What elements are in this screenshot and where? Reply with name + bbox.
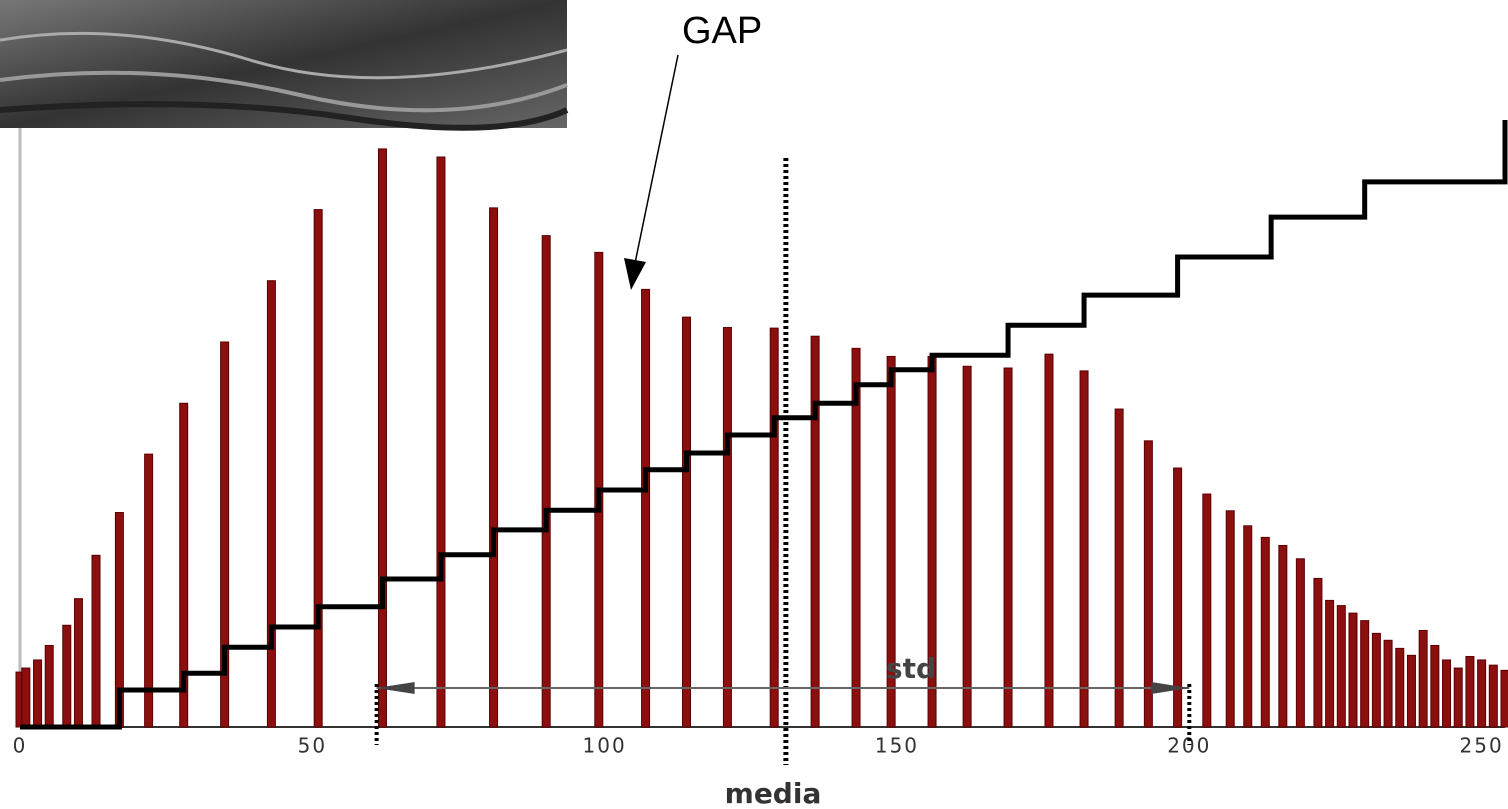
bar	[1313, 577, 1323, 728]
bar	[851, 347, 861, 728]
bar	[1406, 654, 1416, 728]
x-axis-title: media	[725, 777, 822, 809]
bar	[220, 341, 230, 728]
bar	[1395, 647, 1405, 728]
bar	[962, 365, 972, 728]
bar	[886, 355, 896, 728]
x-tick-label: 150	[875, 734, 919, 758]
bar	[1295, 558, 1305, 728]
bar	[1500, 669, 1508, 728]
bar	[91, 554, 101, 728]
bar	[266, 280, 276, 728]
bar	[1336, 605, 1346, 728]
bar	[179, 402, 189, 728]
bar	[73, 598, 83, 728]
bar	[1202, 493, 1212, 728]
bar	[1477, 659, 1487, 728]
bar	[1225, 510, 1235, 728]
bar	[436, 156, 446, 728]
bar	[1143, 440, 1153, 728]
bar	[769, 327, 779, 728]
bar	[1173, 467, 1183, 728]
bar	[1453, 667, 1463, 728]
bar	[810, 335, 820, 728]
bar	[1383, 639, 1393, 728]
x-tick-label: 0	[13, 734, 28, 758]
std-arrowhead	[376, 682, 415, 694]
bar	[1465, 655, 1475, 728]
gap-label: GAP	[682, 10, 762, 52]
bar	[62, 624, 72, 728]
bar	[1348, 612, 1358, 728]
bar	[681, 316, 691, 728]
std-arrowhead	[1151, 682, 1190, 694]
bar	[377, 148, 387, 728]
bar	[1442, 659, 1452, 728]
std-label: std	[886, 652, 936, 685]
cumulative-line	[20, 120, 1508, 730]
bar	[33, 659, 43, 728]
bar	[1418, 629, 1428, 728]
x-tick-label: 100	[583, 734, 627, 758]
bar	[1430, 644, 1440, 728]
bar	[1243, 525, 1253, 728]
bar	[313, 209, 323, 728]
bar	[641, 288, 651, 728]
bar	[1371, 632, 1381, 728]
bar	[1079, 370, 1089, 728]
bar	[541, 235, 551, 728]
x-tick-label: 250	[1460, 734, 1504, 758]
bar	[144, 453, 154, 728]
x-tick-label: 200	[1167, 734, 1211, 758]
photo-thumbnail	[0, 0, 569, 131]
bar	[1325, 599, 1335, 728]
bar	[1114, 408, 1124, 728]
bar	[1360, 620, 1370, 728]
bar	[722, 327, 732, 728]
bar	[489, 207, 499, 728]
bar	[1278, 544, 1288, 728]
bar	[1260, 536, 1270, 728]
gap-arrow	[624, 54, 679, 290]
bar	[44, 644, 54, 728]
bar	[1003, 367, 1013, 728]
x-tick-label: 50	[298, 734, 327, 758]
bar	[1488, 664, 1498, 728]
bar	[21, 667, 31, 728]
bar	[1044, 353, 1054, 728]
